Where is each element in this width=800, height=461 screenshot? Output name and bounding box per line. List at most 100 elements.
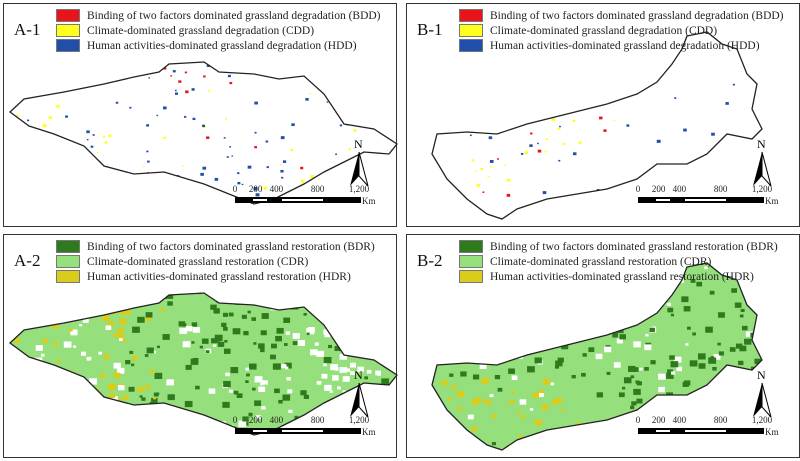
map-pixel-cluster xyxy=(410,281,413,284)
map-pixel-cluster xyxy=(670,456,676,459)
map-pixel-cluster xyxy=(169,412,174,417)
scale-bar: 0 200 400 800 1,200 Km xyxy=(635,184,779,214)
legend-swatch xyxy=(459,270,483,283)
map-pixel-cluster xyxy=(29,426,35,431)
map-pixel-cluster xyxy=(142,456,148,459)
map-pixel-cluster xyxy=(532,392,540,399)
map-pixel-cluster xyxy=(122,308,131,315)
map-pixel-cluster xyxy=(265,217,267,218)
map-pixel-cluster xyxy=(511,458,514,459)
map-pixel-cluster xyxy=(361,297,365,300)
legend-item: Climate-dominated grassland degradation … xyxy=(459,23,784,38)
map-pixel-cluster xyxy=(147,160,150,163)
map-pixel-cluster xyxy=(600,450,607,455)
map-pixel-cluster xyxy=(19,224,21,226)
map-pixel-cluster xyxy=(443,32,447,33)
map-pixel-cluster xyxy=(182,341,191,348)
map-pixel-cluster xyxy=(117,451,125,457)
map-pixel-cluster xyxy=(167,301,173,306)
map-pixel-cluster xyxy=(658,386,665,393)
map-pixel-cluster xyxy=(538,393,544,398)
map-pixel-cluster xyxy=(315,445,322,450)
map-pixel-cluster xyxy=(98,351,102,355)
map-pixel-cluster xyxy=(241,183,244,186)
map-pixel-cluster xyxy=(603,129,607,132)
map-pixel-cluster xyxy=(95,170,99,173)
map-pixel-cluster xyxy=(308,216,310,218)
map-pixel-cluster xyxy=(146,297,152,301)
map-pixel-cluster xyxy=(128,5,131,7)
legend-item: Human activities-dominated grassland res… xyxy=(56,269,375,284)
map-pixel-cluster xyxy=(29,408,36,413)
scale-tick: 800 xyxy=(310,415,325,425)
legend-text: Human activities-dominated grassland deg… xyxy=(87,39,357,52)
region-boundary xyxy=(8,61,398,205)
map-pixel-cluster xyxy=(432,405,441,412)
map-pixel-cluster xyxy=(565,338,569,342)
map-pixel-cluster xyxy=(89,457,95,459)
map-pixel-cluster xyxy=(390,265,396,270)
map-pixel-cluster xyxy=(239,458,246,459)
map-pixel-cluster xyxy=(774,409,778,412)
map-pixel-cluster xyxy=(675,176,679,179)
map-pixel-cluster xyxy=(454,430,462,436)
scale-tick: 800 xyxy=(713,184,728,194)
map-pixel-cluster xyxy=(391,246,397,251)
map-pixel-cluster xyxy=(516,411,521,415)
map-pixel-cluster xyxy=(551,117,556,121)
map-pixel-cluster xyxy=(96,207,100,210)
map-pixel-cluster xyxy=(373,396,382,404)
map-pixel-cluster xyxy=(322,454,330,459)
map-pixel-cluster xyxy=(796,254,800,258)
map-pixel-cluster xyxy=(37,240,42,244)
map-pixel-cluster xyxy=(673,399,677,403)
map-pixel-cluster xyxy=(616,338,623,344)
map-pixel-cluster xyxy=(56,76,59,79)
scale-tick: 800 xyxy=(713,415,728,425)
map-pixel-cluster xyxy=(266,166,269,169)
map-pixel-cluster xyxy=(242,416,249,422)
map-pixel-cluster xyxy=(381,26,384,28)
map-pixel-cluster xyxy=(195,385,200,390)
map-pixel-cluster xyxy=(47,187,51,190)
map-pixel-cluster xyxy=(422,430,427,434)
map-pixel-cluster xyxy=(179,446,183,449)
map-pixel-cluster xyxy=(649,327,655,332)
map-pixel-cluster xyxy=(156,207,158,209)
map-pixel-cluster xyxy=(747,58,752,62)
map-pixel-cluster xyxy=(767,304,775,310)
panel-label: A-1 xyxy=(14,20,41,39)
map-pixel-cluster xyxy=(17,441,23,446)
map-pixel-cluster xyxy=(261,446,264,448)
map-pixel-cluster xyxy=(329,390,333,393)
map-pixel-cluster xyxy=(644,344,652,351)
map-pixel-cluster xyxy=(201,188,206,192)
map-pixel-cluster xyxy=(97,201,101,204)
map-pixel-cluster xyxy=(30,84,34,87)
map-pixel-cluster xyxy=(524,151,528,155)
map-pixel-cluster xyxy=(380,444,383,447)
map-pixel-cluster xyxy=(253,342,257,345)
scale-tick: 200 xyxy=(248,184,263,194)
map-pixel-cluster xyxy=(467,414,474,420)
map-pixel-cluster xyxy=(794,339,800,345)
map-pixel-cluster xyxy=(481,377,490,384)
map-pixel-cluster xyxy=(630,405,635,410)
map-pixel-cluster xyxy=(130,455,136,459)
map-pixel-cluster xyxy=(276,327,284,334)
scale-tick: 0 xyxy=(635,184,641,194)
map-pixel-cluster xyxy=(29,276,36,281)
map-pixel-cluster xyxy=(490,165,493,168)
map-pixel-cluster xyxy=(747,52,752,57)
map-pixel-cluster xyxy=(354,322,361,328)
map-pixel-cluster xyxy=(542,378,551,385)
map-pixel-cluster xyxy=(448,278,453,282)
map-pixel-cluster xyxy=(594,195,597,197)
map-pixel-cluster xyxy=(340,53,344,56)
map-pixel-cluster xyxy=(440,380,448,386)
scale-tick: 200 xyxy=(651,184,666,194)
map-pixel-cluster xyxy=(482,191,485,193)
map-pixel-cluster xyxy=(238,420,247,427)
map-pixel-cluster xyxy=(203,286,208,290)
map-pixel-cluster xyxy=(372,449,375,451)
